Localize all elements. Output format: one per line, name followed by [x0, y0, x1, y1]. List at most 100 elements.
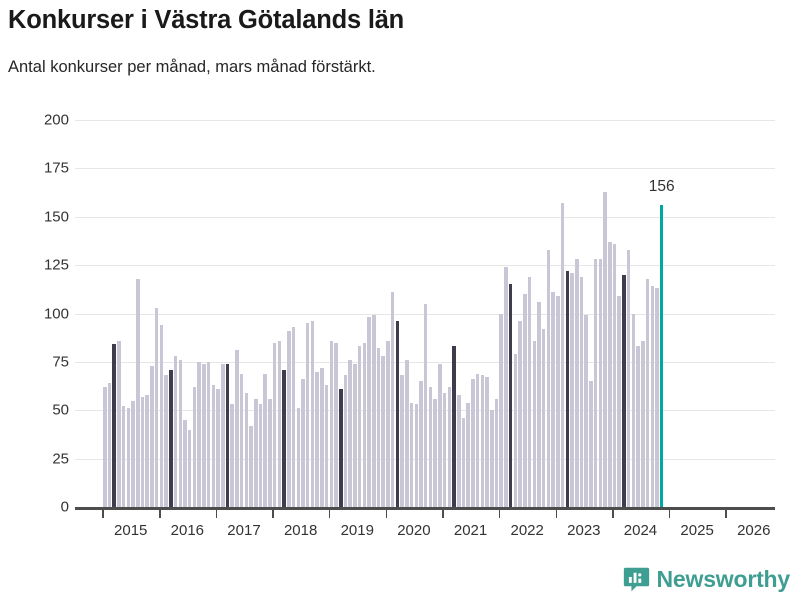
bar[interactable]: [414, 404, 419, 507]
bar-march[interactable]: [508, 284, 513, 507]
bar[interactable]: [357, 346, 362, 507]
bar[interactable]: [400, 375, 404, 507]
bar[interactable]: [518, 321, 522, 507]
bar[interactable]: [556, 296, 560, 507]
bar[interactable]: [636, 346, 640, 507]
bar[interactable]: [263, 373, 267, 507]
bar[interactable]: [546, 249, 551, 507]
bar-march[interactable]: [169, 369, 173, 507]
bar[interactable]: [631, 313, 636, 507]
bar[interactable]: [461, 418, 466, 507]
bar[interactable]: [589, 381, 593, 507]
bar[interactable]: [570, 272, 574, 507]
bar[interactable]: [187, 429, 192, 507]
bar[interactable]: [527, 276, 532, 507]
bar[interactable]: [447, 387, 452, 507]
bar[interactable]: [457, 394, 461, 507]
bar[interactable]: [150, 365, 154, 507]
bar[interactable]: [277, 340, 282, 507]
bar[interactable]: [471, 379, 475, 507]
bar[interactable]: [291, 327, 296, 507]
bar[interactable]: [268, 398, 272, 507]
bar[interactable]: [475, 373, 480, 507]
bar-march[interactable]: [622, 274, 626, 507]
bar[interactable]: [617, 296, 621, 507]
bar[interactable]: [494, 398, 499, 507]
bar-march[interactable]: [565, 270, 570, 507]
bar[interactable]: [372, 315, 376, 507]
bar[interactable]: [324, 385, 329, 507]
bar[interactable]: [320, 367, 324, 507]
bar[interactable]: [480, 375, 485, 507]
bar[interactable]: [315, 371, 319, 507]
bar[interactable]: [612, 243, 617, 507]
bar[interactable]: [409, 402, 414, 507]
bar[interactable]: [183, 419, 187, 507]
bar[interactable]: [310, 321, 315, 507]
bar[interactable]: [419, 381, 423, 507]
bar[interactable]: [348, 359, 352, 507]
bar[interactable]: [343, 375, 348, 507]
bar-march[interactable]: [112, 344, 116, 507]
bar[interactable]: [164, 375, 168, 507]
bar[interactable]: [206, 361, 211, 507]
bar-march[interactable]: [395, 321, 400, 507]
bar[interactable]: [362, 342, 367, 507]
bar[interactable]: [334, 342, 338, 507]
bar[interactable]: [117, 340, 121, 507]
bar[interactable]: [490, 410, 494, 507]
bar[interactable]: [603, 191, 607, 507]
bar[interactable]: [197, 361, 201, 507]
bar[interactable]: [235, 350, 239, 507]
bar[interactable]: [131, 400, 135, 507]
bar[interactable]: [645, 278, 650, 507]
bar[interactable]: [575, 259, 579, 507]
bar[interactable]: [376, 348, 381, 507]
bar[interactable]: [608, 241, 612, 507]
bar[interactable]: [466, 402, 470, 507]
bar[interactable]: [405, 359, 409, 507]
bar[interactable]: [504, 267, 508, 507]
bar-march[interactable]: [282, 369, 286, 507]
bar[interactable]: [650, 286, 655, 507]
bar[interactable]: [329, 340, 334, 507]
bar[interactable]: [390, 292, 395, 507]
bar[interactable]: [272, 342, 277, 507]
bar[interactable]: [239, 373, 244, 507]
bar[interactable]: [485, 377, 489, 507]
bar[interactable]: [433, 398, 437, 507]
bar-march[interactable]: [225, 363, 230, 507]
bar[interactable]: [579, 276, 584, 507]
bar[interactable]: [140, 396, 145, 507]
bar[interactable]: [145, 394, 149, 507]
bar[interactable]: [532, 340, 537, 507]
bar[interactable]: [258, 404, 263, 507]
bar[interactable]: [305, 323, 310, 507]
bar[interactable]: [626, 249, 631, 507]
bar-latest[interactable]: [659, 205, 664, 507]
bar[interactable]: [178, 359, 183, 507]
bar[interactable]: [244, 392, 249, 507]
bar[interactable]: [499, 313, 503, 507]
bar[interactable]: [154, 307, 159, 507]
bar[interactable]: [428, 387, 433, 507]
bar[interactable]: [593, 259, 598, 507]
bar[interactable]: [301, 379, 305, 507]
bar[interactable]: [107, 383, 112, 507]
bar[interactable]: [367, 317, 371, 507]
bar[interactable]: [541, 328, 546, 507]
bar[interactable]: [221, 363, 225, 507]
bar[interactable]: [584, 315, 588, 507]
bar[interactable]: [216, 388, 220, 507]
bar[interactable]: [103, 387, 107, 507]
bar[interactable]: [386, 340, 390, 507]
bar[interactable]: [442, 392, 447, 507]
bar[interactable]: [211, 385, 216, 507]
bar[interactable]: [249, 425, 253, 507]
bar[interactable]: [560, 203, 565, 507]
bar-march[interactable]: [452, 346, 456, 507]
bar[interactable]: [523, 294, 527, 507]
bar[interactable]: [254, 398, 258, 507]
bar[interactable]: [126, 408, 131, 507]
bar[interactable]: [287, 330, 291, 507]
